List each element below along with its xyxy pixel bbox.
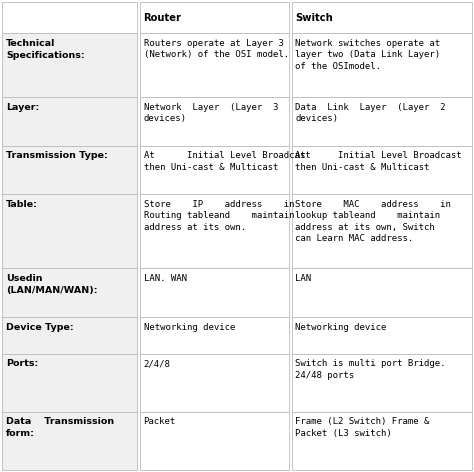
Text: Networking device: Networking device	[144, 322, 235, 331]
Text: Frame (L2 Switch) Frame &
Packet (L3 switch): Frame (L2 Switch) Frame & Packet (L3 swi…	[295, 417, 429, 438]
Bar	[2, 268, 137, 317]
Text: Transmission Type:: Transmission Type:	[6, 152, 108, 160]
Bar	[292, 317, 472, 354]
Text: At      Initial Level Broadcast
then Uni-cast & Multicast: At Initial Level Broadcast then Uni-cast…	[144, 152, 310, 172]
Bar	[292, 268, 472, 317]
Text: Data  Link  Layer  (Layer  2
devices): Data Link Layer (Layer 2 devices)	[295, 103, 446, 123]
Text: Ports:: Ports:	[6, 359, 38, 368]
Bar	[292, 2, 472, 33]
Bar	[140, 317, 289, 354]
Bar	[2, 146, 137, 194]
Text: Packet: Packet	[144, 417, 176, 426]
Bar	[140, 2, 289, 33]
Text: Store    MAC    address    in
lookup tableand    maintain
address at its own, Sw: Store MAC address in lookup tableand mai…	[295, 200, 451, 243]
Bar	[140, 354, 289, 412]
Bar	[292, 412, 472, 470]
Bar	[2, 97, 137, 146]
Bar	[292, 33, 472, 97]
Bar	[2, 33, 137, 97]
Text: LAN. WAN: LAN. WAN	[144, 274, 187, 283]
Bar	[140, 194, 289, 268]
Text: Network switches operate at
layer two (Data Link Layer)
of the OSImodel.: Network switches operate at layer two (D…	[295, 39, 440, 71]
Text: Device Type:: Device Type:	[6, 322, 74, 331]
Bar	[140, 97, 289, 146]
Text: Router: Router	[144, 13, 182, 23]
Bar	[2, 194, 137, 268]
Text: Network  Layer  (Layer  3
devices): Network Layer (Layer 3 devices)	[144, 103, 278, 123]
Text: Usedin
(LAN/MAN/WAN):: Usedin (LAN/MAN/WAN):	[6, 274, 98, 295]
Bar	[2, 412, 137, 470]
Text: 2/4/8: 2/4/8	[144, 359, 171, 368]
Bar	[140, 146, 289, 194]
Text: Switch: Switch	[295, 13, 333, 23]
Bar	[2, 354, 137, 412]
Text: Layer:: Layer:	[6, 103, 39, 112]
Bar	[2, 317, 137, 354]
Text: Table:: Table:	[6, 200, 38, 209]
Text: Switch is multi port Bridge.
24/48 ports: Switch is multi port Bridge. 24/48 ports	[295, 359, 446, 379]
Bar	[2, 2, 137, 33]
Bar	[140, 33, 289, 97]
Text: At      Initial Level Broadcast
then Uni-cast & Multicast: At Initial Level Broadcast then Uni-cast…	[295, 152, 462, 172]
Bar	[292, 97, 472, 146]
Text: Networking device: Networking device	[295, 322, 387, 331]
Text: Data    Transmission
form:: Data Transmission form:	[6, 417, 114, 438]
Bar	[292, 146, 472, 194]
Bar	[140, 268, 289, 317]
Text: LAN: LAN	[295, 274, 311, 283]
Text: Routers operate at Layer 3
(Network) of the OSI model.: Routers operate at Layer 3 (Network) of …	[144, 39, 289, 59]
Bar	[292, 194, 472, 268]
Bar	[292, 354, 472, 412]
Bar	[140, 412, 289, 470]
Text: Store    IP    address    in
Routing tableand    maintain
address at its own.: Store IP address in Routing tableand mai…	[144, 200, 294, 232]
Text: Technical
Specifications:: Technical Specifications:	[6, 39, 85, 59]
